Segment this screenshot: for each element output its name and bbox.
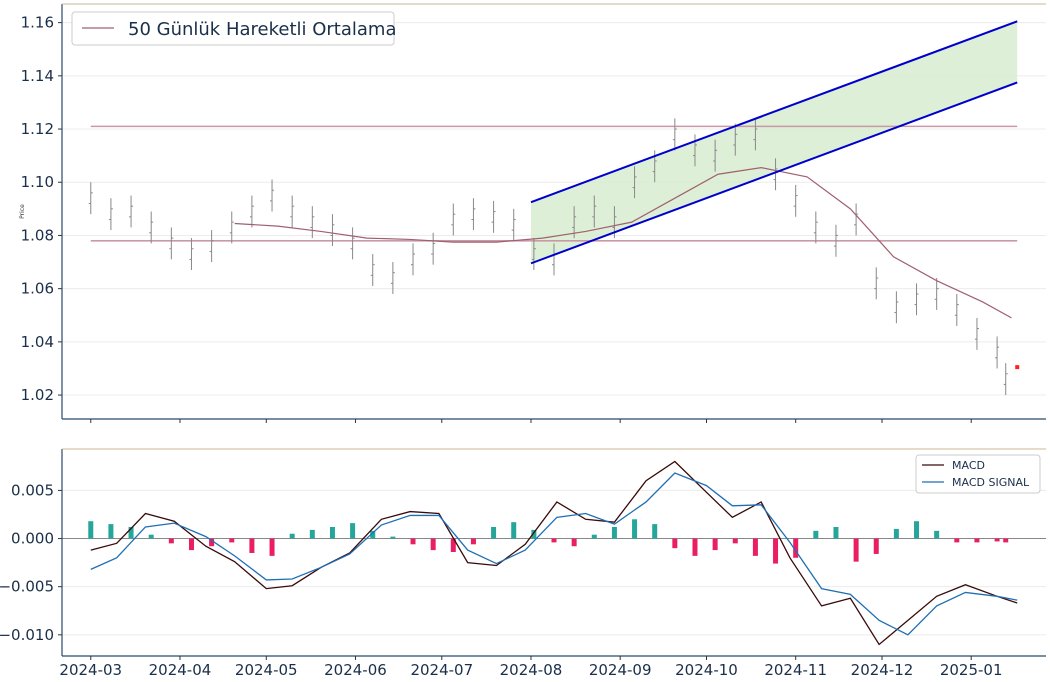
x-tick-label: 2024-05 bbox=[235, 661, 298, 678]
macd-histogram-bar bbox=[128, 526, 134, 539]
macd-histogram-bar bbox=[632, 519, 638, 539]
macd-line bbox=[90, 460, 1018, 646]
macd-histogram-bar bbox=[269, 538, 275, 556]
x-tick-label: 2024-10 bbox=[675, 661, 738, 678]
macd-histogram-bar bbox=[511, 522, 517, 539]
channel-fill bbox=[530, 21, 1018, 264]
macd-histogram-bar bbox=[773, 538, 779, 564]
x-tick-label: 2024-12 bbox=[851, 661, 914, 678]
macd-histogram-bar bbox=[974, 538, 980, 543]
macd-histogram-bar bbox=[591, 534, 597, 539]
price-y-tick-label: 1.16 bbox=[21, 14, 54, 32]
x-tick-label: 2024-06 bbox=[324, 661, 387, 678]
x-tick-label: 2025-01 bbox=[940, 661, 1003, 678]
macd-histogram-bar bbox=[611, 526, 617, 539]
macd-histogram-bar bbox=[491, 526, 497, 539]
macd-y-tick-label: 0.000 bbox=[11, 530, 54, 548]
price-y-tick-label: 1.04 bbox=[21, 333, 54, 351]
macd-histogram-bar bbox=[732, 538, 738, 544]
macd-histogram-bar bbox=[249, 538, 255, 553]
macd-histogram-bar bbox=[752, 538, 758, 556]
macd-histogram-bar bbox=[551, 538, 557, 543]
x-tick-label: 2024-03 bbox=[59, 661, 122, 678]
x-tick-label: 2024-09 bbox=[589, 661, 652, 678]
macd-histogram-bar bbox=[893, 528, 899, 539]
macd-histogram-bar bbox=[652, 524, 658, 539]
macd-histogram-bar bbox=[470, 538, 476, 545]
x-tick-label: 2024-04 bbox=[149, 661, 212, 678]
price-y-tick-label: 1.08 bbox=[21, 226, 54, 244]
price-y-tick-label: 1.12 bbox=[21, 120, 54, 138]
macd-histogram-bar bbox=[954, 538, 960, 543]
price-legend-box bbox=[71, 11, 395, 46]
macd-histogram-bar bbox=[350, 523, 356, 539]
moving-average-line bbox=[234, 166, 1012, 319]
macd-y-tick-label: −0.005 bbox=[0, 578, 54, 596]
macd-y-tick-label: −0.010 bbox=[0, 626, 54, 644]
x-tick-label: 2024-11 bbox=[764, 661, 827, 678]
macd-histogram-bar bbox=[370, 530, 376, 539]
x-tick-label: 2024-07 bbox=[410, 661, 473, 678]
macd-histogram-bar bbox=[672, 538, 678, 549]
macd-histogram-bar bbox=[289, 533, 295, 539]
macd-histogram-bar bbox=[914, 521, 920, 539]
macd-histogram-bar bbox=[148, 534, 154, 539]
macd-histogram-bar bbox=[209, 538, 215, 547]
price-y-tick-label: 1.02 bbox=[21, 386, 54, 404]
x-tick-label: 2024-08 bbox=[500, 661, 563, 678]
price-y-axis-label: Price bbox=[19, 204, 26, 219]
macd-signal-line bbox=[90, 472, 1018, 636]
channel-upper-line bbox=[530, 20, 1018, 204]
macd-histogram-bar bbox=[1003, 538, 1009, 543]
macd-histogram-bar bbox=[873, 538, 879, 554]
macd-histogram-bar bbox=[410, 538, 416, 545]
macd-histogram-bar bbox=[793, 538, 799, 558]
last-price-marker bbox=[1015, 365, 1020, 370]
macd-histogram-bar bbox=[994, 538, 1000, 542]
macd-histogram-bar bbox=[390, 536, 396, 539]
macd-histogram-bar bbox=[309, 529, 315, 539]
channel-lower-line bbox=[530, 81, 1018, 265]
macd-histogram-bar bbox=[853, 538, 859, 562]
macd-histogram-bar bbox=[934, 530, 940, 539]
macd-histogram-bar bbox=[571, 538, 577, 547]
legend-label-macd-signal: MACD SIGNAL bbox=[952, 476, 1030, 489]
legend-label-moving-average: 50 Günlük Hareketli Ortalama bbox=[128, 19, 396, 40]
macd-legend-box bbox=[915, 454, 1041, 494]
macd-histogram-bar bbox=[450, 538, 456, 553]
macd-histogram-bar bbox=[329, 526, 335, 539]
price-y-tick-label: 1.14 bbox=[21, 67, 54, 85]
legend-label-macd: MACD bbox=[952, 459, 985, 472]
price-y-tick-label: 1.10 bbox=[21, 173, 54, 191]
price-y-tick-label: 1.06 bbox=[21, 280, 54, 298]
macd-histogram-bar bbox=[188, 538, 194, 551]
macd-histogram-bar bbox=[712, 538, 718, 551]
macd-histogram-bar bbox=[833, 526, 839, 539]
macd-histogram-bar bbox=[692, 538, 698, 556]
macd-histogram-bar bbox=[108, 524, 114, 539]
macd-histogram-bar bbox=[531, 529, 537, 539]
macd-histogram-bar bbox=[813, 530, 819, 539]
macd-histogram-bar bbox=[88, 521, 94, 539]
macd-y-tick-label: 0.005 bbox=[11, 481, 54, 499]
macd-histogram-bar bbox=[168, 538, 174, 544]
macd-histogram-bar bbox=[430, 538, 436, 551]
macd-histogram-bar bbox=[229, 538, 235, 543]
